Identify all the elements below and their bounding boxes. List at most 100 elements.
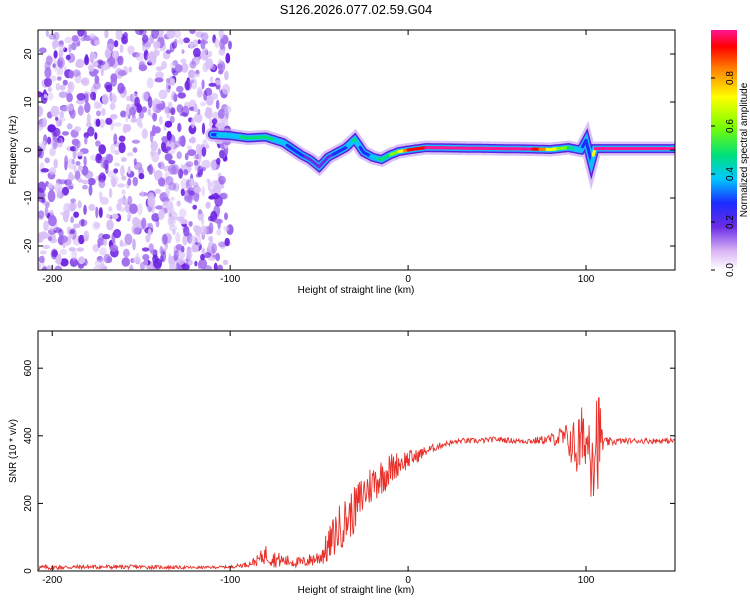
noise-blob [62, 131, 69, 136]
snr-xlabel: Height of straight line (km) [298, 585, 415, 596]
noise-blob [153, 40, 161, 49]
noise-blob [54, 265, 63, 270]
y-tick-label: 0 [23, 568, 34, 574]
noise-blob [83, 55, 90, 66]
noise-blob [106, 219, 114, 231]
noise-blob [208, 256, 216, 261]
noise-blob [126, 95, 131, 102]
noise-blob [70, 198, 76, 203]
noise-blob [128, 66, 133, 73]
noise-blob [210, 159, 217, 171]
noise-blob [134, 96, 140, 108]
noise-blob [161, 234, 168, 245]
noise-blob [188, 259, 193, 266]
noise-blob [53, 158, 58, 169]
noise-blob [218, 175, 226, 185]
y-tick-label: -10 [23, 190, 34, 205]
noise-blob [199, 225, 207, 236]
noise-blob [44, 67, 52, 79]
noise-blob [113, 133, 118, 145]
noise-blob [103, 253, 111, 264]
noise-blob [133, 158, 137, 166]
y-tick-label: 400 [23, 427, 34, 444]
noise-blob [120, 165, 125, 177]
noise-blob [106, 213, 111, 219]
noise-blob [117, 70, 127, 76]
noise-blob [207, 50, 213, 58]
y-tick-label: 10 [23, 96, 34, 108]
noise-blob [189, 178, 194, 187]
noise-blob [73, 165, 77, 173]
noise-blob [77, 30, 85, 37]
noise-blob [180, 58, 187, 64]
noise-blob [81, 179, 89, 185]
noise-blob [116, 202, 122, 211]
noise-blob [181, 62, 189, 73]
noise-blob [121, 35, 129, 45]
noise-blob [157, 148, 161, 155]
noise-blob [53, 140, 58, 150]
noise-blob [224, 105, 232, 114]
x-tick-label: -100 [220, 575, 240, 586]
noise-blob [49, 209, 54, 216]
noise-blob [119, 44, 124, 54]
noise-blob [78, 234, 85, 245]
noise-blob [40, 168, 49, 173]
noise-blob [176, 104, 183, 113]
snr-series-line [38, 397, 675, 571]
noise-blob [55, 82, 61, 91]
noise-blob [133, 227, 141, 235]
noise-blob [44, 157, 50, 164]
noise-blob [83, 155, 87, 167]
noise-blob [99, 191, 103, 201]
noise-blob [168, 182, 177, 191]
noise-blob [131, 139, 140, 144]
noise-blob [73, 202, 77, 209]
noise-blob [38, 255, 45, 264]
noise-blob [198, 258, 208, 270]
noise-blob [127, 212, 132, 220]
noise-blob [66, 92, 73, 103]
spectrogram-xlabel: Height of straight line (km) [298, 285, 415, 296]
noise-blob [156, 103, 166, 110]
noise-blob [161, 136, 169, 143]
noise-blob [47, 182, 53, 189]
x-tick-label: -100 [220, 274, 240, 285]
noise-blob [123, 248, 130, 258]
noise-blob [159, 116, 163, 125]
noise-blob [113, 40, 119, 48]
noise-blob [116, 183, 126, 188]
colorbar-label: Normalized spectral amplitude [739, 82, 750, 217]
noise-blob [146, 77, 154, 89]
spectrogram-ylabel: Frequency (Hz) [8, 116, 19, 185]
noise-blob [77, 200, 82, 209]
noise-blob [201, 217, 205, 226]
noise-blob [221, 84, 231, 95]
noise-blob [58, 43, 66, 52]
noise-blob [179, 112, 188, 117]
noise-blob [215, 122, 223, 128]
noise-blob [201, 79, 205, 90]
noise-blob [121, 157, 127, 162]
noise-blob [169, 115, 175, 124]
x-tick-label: 0 [405, 274, 411, 285]
y-tick-label: 200 [23, 495, 34, 512]
noise-blob [49, 226, 57, 232]
noise-blob [109, 93, 117, 104]
noise-blob [74, 170, 81, 181]
noise-blob [173, 93, 178, 102]
noise-blob [45, 55, 53, 66]
noise-blob [151, 213, 160, 222]
noise-blob [216, 157, 221, 165]
noise-blob [105, 84, 113, 93]
noise-blob [42, 244, 51, 249]
noise-blob [108, 188, 113, 199]
noise-blob [192, 204, 197, 210]
noise-blob [194, 260, 198, 267]
noise-blob [197, 39, 201, 44]
noise-blob [101, 93, 109, 105]
noise-blob [42, 117, 47, 128]
noise-blob [193, 159, 199, 166]
noise-blob [223, 225, 230, 232]
